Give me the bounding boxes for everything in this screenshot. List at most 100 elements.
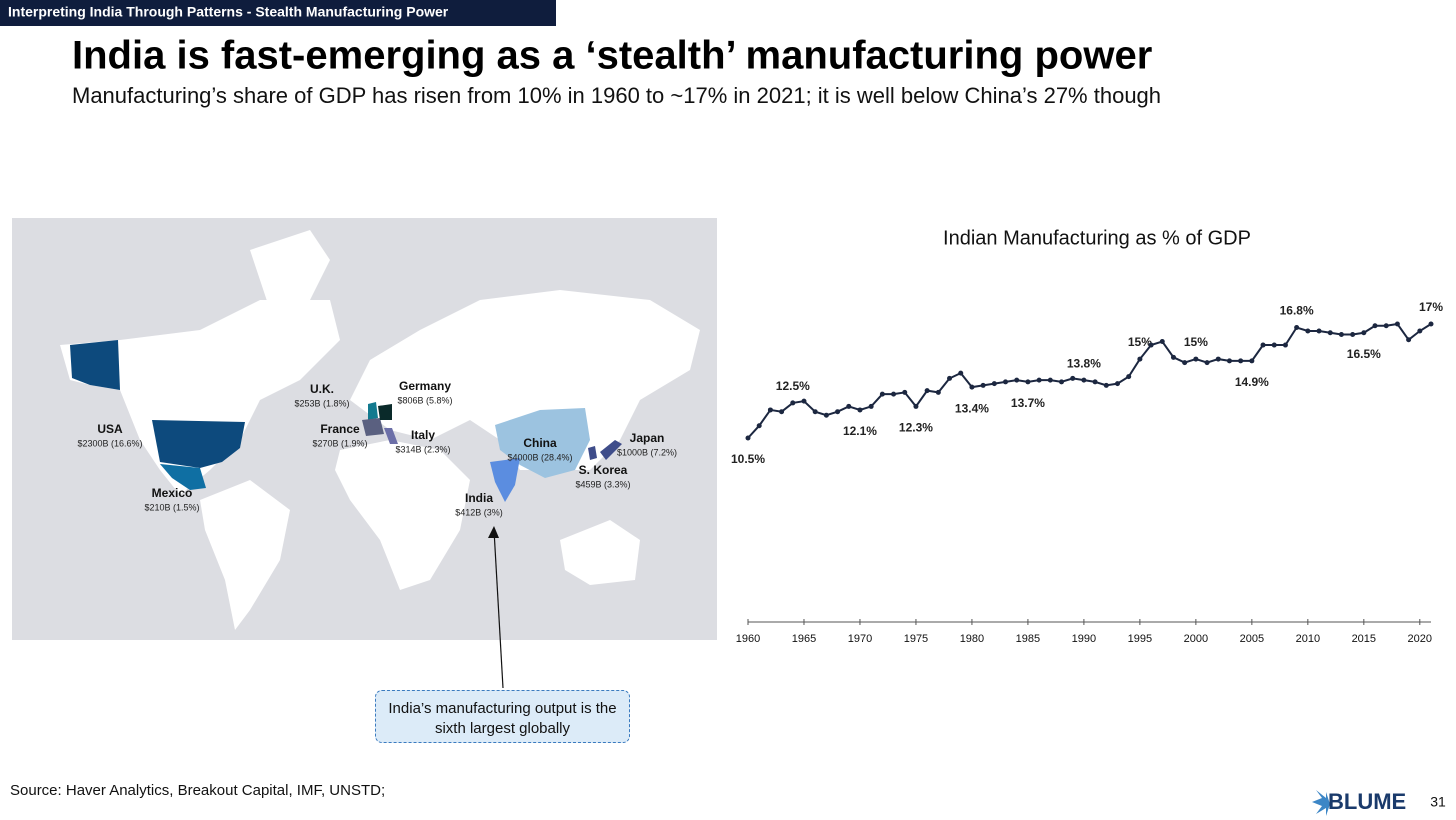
point <box>1148 342 1154 348</box>
country-value: $253B (1.8%) <box>294 398 349 408</box>
country-name: India <box>465 491 493 505</box>
point <box>1070 375 1076 381</box>
country-name: China <box>523 436 557 450</box>
x-tick-label: 1990 <box>1072 633 1096 645</box>
callout-arrow <box>493 529 504 689</box>
point <box>1338 332 1344 338</box>
country-name: S. Korea <box>579 463 628 477</box>
point <box>1193 356 1199 362</box>
country-value: $210B (1.5%) <box>144 502 199 512</box>
country-value: $459B (3.3%) <box>575 479 630 489</box>
country-value: $4000B (28.4%) <box>507 452 572 462</box>
point <box>790 400 796 406</box>
point <box>1204 360 1210 366</box>
value-label: 15% <box>1184 335 1208 349</box>
north-america <box>60 300 340 495</box>
point <box>1092 379 1098 385</box>
point <box>767 407 773 413</box>
india <box>490 458 520 502</box>
point <box>1305 328 1311 334</box>
usa <box>152 420 245 468</box>
greenland <box>250 230 330 320</box>
south-america <box>200 480 290 630</box>
point <box>1226 358 1232 364</box>
japan <box>600 440 622 460</box>
value-label: 12.5% <box>776 379 810 393</box>
value-label: 13.7% <box>1011 396 1045 410</box>
country-name: Japan <box>630 431 665 445</box>
germany <box>378 404 392 420</box>
title: India is fast-emerging as a ‘stealth’ ma… <box>72 34 1152 78</box>
point <box>879 391 885 397</box>
point <box>1350 332 1356 338</box>
point <box>1361 330 1367 336</box>
country-value: $2300B (16.6%) <box>77 438 142 448</box>
callout-arrowhead <box>488 526 499 538</box>
country-name: Germany <box>399 379 451 393</box>
point <box>1282 342 1288 348</box>
value-label: 15% <box>1128 335 1152 349</box>
x-tick-label: 1975 <box>904 633 928 645</box>
france <box>362 418 384 436</box>
point <box>1003 379 1009 385</box>
point <box>1159 339 1165 345</box>
line-chart: 1960 1965 1970 1975 1980 1985 1990 1995 2000 2005… <box>731 300 1443 645</box>
point <box>868 403 874 409</box>
country-value: $412B (3%) <box>455 507 503 517</box>
point <box>1014 377 1020 383</box>
country-name: Italy <box>411 428 435 442</box>
banner-text: Interpreting India Through Patterns - St… <box>8 4 449 20</box>
s-korea <box>588 446 597 460</box>
country-value: $806B (5.8%) <box>397 395 452 405</box>
point <box>1025 379 1031 385</box>
logo-text: BLUME <box>1328 789 1406 814</box>
point <box>1081 377 1087 383</box>
point <box>924 388 930 394</box>
point <box>1103 382 1109 388</box>
point <box>913 403 919 409</box>
point <box>846 403 852 409</box>
point <box>1036 377 1042 383</box>
point <box>980 382 986 388</box>
x-tick-label: 1965 <box>792 633 816 645</box>
x-tick-label: 2010 <box>1296 633 1320 645</box>
point <box>958 370 964 376</box>
value-label: 17% <box>1419 300 1443 314</box>
point <box>823 412 829 418</box>
point <box>1238 358 1244 364</box>
point <box>1260 342 1266 348</box>
point <box>1417 328 1423 334</box>
point <box>1372 323 1378 329</box>
point <box>1215 356 1221 362</box>
point <box>991 381 997 387</box>
point <box>1170 354 1176 360</box>
point <box>1114 381 1120 387</box>
point <box>935 389 941 395</box>
eurasia <box>350 290 700 470</box>
x-tick-label: 1960 <box>736 633 760 645</box>
value-label: 12.3% <box>899 421 933 435</box>
banner <box>0 0 556 26</box>
point <box>779 409 785 415</box>
x-tick-label: 1980 <box>960 633 984 645</box>
x-tick-label: 1985 <box>1016 633 1040 645</box>
point <box>1271 342 1277 348</box>
uk <box>368 402 378 420</box>
page-number: 31 <box>1430 794 1446 810</box>
point <box>1047 377 1053 383</box>
point <box>969 384 975 390</box>
point <box>1383 323 1389 329</box>
point <box>1137 356 1143 362</box>
logo-mark <box>1312 790 1330 816</box>
callout: India’s manufacturing output is the sixt… <box>375 690 630 743</box>
world-map <box>12 218 717 640</box>
value-label: 13.4% <box>955 401 989 415</box>
point <box>801 398 807 404</box>
value-label: 14.9% <box>1235 375 1269 389</box>
point <box>1059 379 1065 385</box>
line <box>747 322 1432 439</box>
x-tick-label: 1995 <box>1128 633 1152 645</box>
point <box>902 389 908 395</box>
x-tick-label: 2015 <box>1352 633 1376 645</box>
map-labels: USA $2300B (16.6%) Mexico $210B (1.5%) U.K. $… <box>77 379 677 517</box>
